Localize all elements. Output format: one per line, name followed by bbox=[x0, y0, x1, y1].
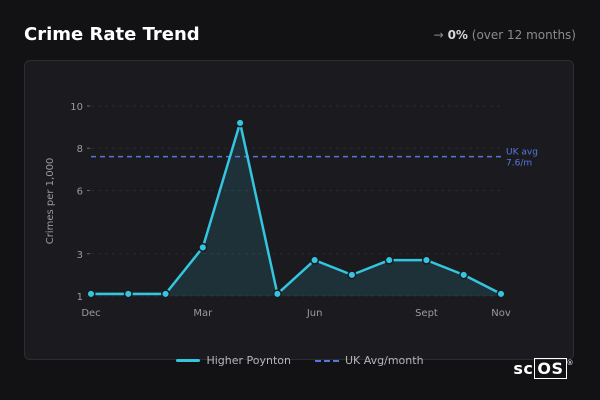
data-point bbox=[421, 255, 432, 265]
y-tick-label: 3 bbox=[77, 250, 83, 261]
reference-label: UK avg bbox=[506, 148, 538, 158]
reference-value-label: 7.6/m bbox=[506, 159, 532, 169]
data-point bbox=[198, 242, 208, 252]
trend-summary: → 0% (over 12 months) bbox=[434, 28, 576, 42]
y-tick-label: 1 bbox=[77, 292, 83, 303]
x-tick-label: Sept bbox=[415, 308, 438, 319]
legend-reference-label: UK Avg/month bbox=[345, 354, 424, 367]
legend-series-swatch bbox=[176, 359, 201, 362]
y-tick-label: 10 bbox=[70, 102, 83, 113]
data-point bbox=[310, 255, 320, 265]
y-tick-label: 6 bbox=[77, 186, 83, 197]
x-tick-label: Dec bbox=[81, 308, 100, 319]
series-area bbox=[91, 122, 501, 296]
series-line bbox=[91, 121, 502, 296]
legend-series-label: Higher Poynton bbox=[206, 354, 291, 367]
trend-period: (over 12 months) bbox=[471, 28, 576, 42]
chart-panel bbox=[24, 60, 574, 360]
y-axis-label: Crimes per 1,000 bbox=[45, 158, 56, 245]
data-point bbox=[496, 289, 506, 299]
brand-logo-text: sc OS bbox=[513, 358, 567, 379]
data-point bbox=[459, 270, 469, 280]
data-point bbox=[160, 289, 171, 299]
chart-legend: Higher Poynton UK Avg/month bbox=[0, 354, 600, 367]
legend-reference-swatch bbox=[315, 359, 339, 362]
data-point bbox=[235, 118, 245, 128]
legend-item-series[interactable]: Higher Poynton bbox=[176, 354, 291, 367]
data-point bbox=[272, 289, 282, 299]
x-tick-label: Mar bbox=[193, 308, 213, 319]
registered-mark-icon: ® bbox=[566, 359, 574, 367]
y-tick-label: 8 bbox=[77, 144, 83, 155]
x-tick-label: Nov bbox=[491, 308, 511, 319]
data-point bbox=[347, 270, 357, 280]
data-point bbox=[384, 255, 394, 265]
data-point bbox=[86, 289, 96, 299]
data-point bbox=[123, 289, 133, 299]
legend-item-reference[interactable]: UK Avg/month bbox=[315, 354, 424, 367]
trend-value: 0% bbox=[447, 28, 468, 42]
brand-logo: sc OS ® bbox=[513, 358, 574, 379]
x-tick-label: Jun bbox=[306, 308, 323, 319]
trend-arrow-icon: → bbox=[433, 28, 444, 42]
chart-title: Crime Rate Trend bbox=[24, 24, 200, 45]
